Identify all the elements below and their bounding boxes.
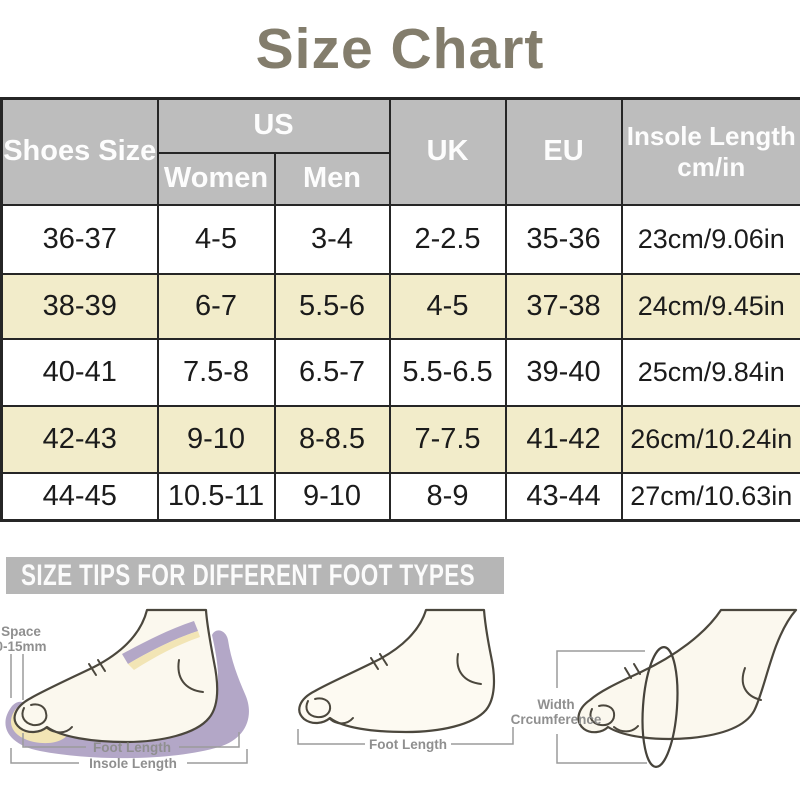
knuckle-ticks bbox=[624, 663, 641, 679]
cell-shoes-size: 36-37 bbox=[0, 203, 159, 275]
cell-us-women: 6-7 bbox=[156, 272, 276, 340]
tips-banner: SIZE TIPS FOR DIFFERENT FOOT TYPES bbox=[6, 557, 504, 594]
cell-us-women: 10.5-11 bbox=[156, 471, 276, 522]
header-us-men: Men bbox=[273, 151, 391, 206]
ankle-curve-line bbox=[741, 667, 762, 701]
big-toe-line bbox=[21, 703, 48, 727]
cell-eu: 39-40 bbox=[504, 337, 623, 407]
foot-outline bbox=[577, 608, 798, 741]
cell-eu: 41-42 bbox=[504, 404, 623, 474]
page-title: Size Chart bbox=[255, 17, 545, 81]
header-uk: UK bbox=[388, 97, 507, 206]
cell-uk: 7-7.5 bbox=[388, 404, 507, 474]
cell-us-women: 9-10 bbox=[156, 404, 276, 474]
insole-length-bracket bbox=[10, 748, 248, 764]
knuckle-ticks bbox=[88, 659, 106, 676]
width-bracket bbox=[556, 650, 647, 764]
width-circumference-illustration: Width Crcumference bbox=[511, 608, 798, 768]
foot-with-insole-illustration: Space 0-15mm Foot Length Insole Length bbox=[0, 608, 249, 771]
cell-us-men: 3-4 bbox=[273, 203, 391, 275]
cell-us-women: 4-5 bbox=[156, 203, 276, 275]
width-label-line2: Crcumference bbox=[511, 712, 602, 727]
space-label-line1: Space bbox=[1, 624, 41, 639]
table-row: 40-41 7.5-8 6.5-7 5.5-6.5 39-40 25cm/9.8… bbox=[0, 337, 800, 407]
tips-heading: SIZE TIPS FOR DIFFERENT FOOT TYPES bbox=[21, 558, 476, 592]
toe-crease-line bbox=[46, 726, 73, 734]
table-row: 38-39 6-7 5.5-6 4-5 37-38 24cm/9.45in bbox=[0, 272, 800, 340]
cell-uk: 2-2.5 bbox=[388, 203, 507, 275]
cell-insole: 24cm/9.45in bbox=[620, 272, 800, 340]
header-us-women: Women bbox=[156, 151, 276, 206]
cell-insole: 27cm/10.63in bbox=[620, 471, 800, 522]
cell-shoes-size: 44-45 bbox=[0, 471, 159, 522]
cell-us-men: 9-10 bbox=[273, 471, 391, 522]
header-insole-length-line1: Insole Length bbox=[626, 120, 796, 151]
size-conversion-table: Shoes Size US UK EU Insole Length cm/in … bbox=[0, 97, 800, 522]
toe-crease-line bbox=[613, 725, 639, 733]
cell-eu: 37-38 bbox=[504, 272, 623, 340]
knuckle-ticks bbox=[370, 653, 388, 670]
heel-curve-line bbox=[456, 653, 482, 685]
circumference-ellipse bbox=[641, 646, 679, 768]
header-insole-length: Insole Length cm/in bbox=[620, 97, 800, 206]
big-toe-line bbox=[305, 697, 332, 719]
cell-eu: 35-36 bbox=[504, 203, 623, 275]
toe-crease-line bbox=[329, 717, 354, 725]
space-measure-lines bbox=[10, 654, 24, 700]
header-shoes-size: Shoes Size bbox=[0, 97, 159, 206]
cell-insole: 26cm/10.24in bbox=[620, 404, 800, 474]
insole-length-label: Insole Length bbox=[89, 756, 177, 771]
shoe-collar-cream bbox=[128, 631, 200, 670]
cell-uk: 4-5 bbox=[388, 272, 507, 340]
cell-insole: 25cm/9.84in bbox=[620, 337, 800, 407]
shoe-collar-band bbox=[122, 621, 198, 664]
header-insole-length-line2: cm/in bbox=[677, 151, 746, 182]
cell-us-men: 8-8.5 bbox=[273, 404, 391, 474]
header-eu: EU bbox=[504, 97, 623, 206]
foot-length-label: Foot Length bbox=[369, 737, 447, 752]
table-row: 44-45 10.5-11 9-10 8-9 43-44 27cm/10.63i… bbox=[0, 471, 800, 522]
cell-shoes-size: 40-41 bbox=[0, 337, 159, 407]
foot-length-label: Foot Length bbox=[93, 740, 171, 755]
cell-us-men: 5.5-6 bbox=[273, 272, 391, 340]
cell-shoes-size: 42-43 bbox=[0, 404, 159, 474]
foot-length-bracket bbox=[297, 727, 514, 745]
table-row: 42-43 9-10 8-8.5 7-7.5 41-42 26cm/10.24i… bbox=[0, 404, 800, 474]
width-label-line1: Width bbox=[537, 697, 574, 712]
cell-insole: 23cm/9.06in bbox=[620, 203, 800, 275]
foot-length-bracket bbox=[22, 732, 240, 748]
heel-curve-line bbox=[177, 659, 204, 693]
cell-us-women: 7.5-8 bbox=[156, 337, 276, 407]
foot-length-illustration: Foot Length bbox=[297, 608, 514, 752]
cell-eu: 43-44 bbox=[504, 471, 623, 522]
table-row: 36-37 4-5 3-4 2-2.5 35-36 23cm/9.06in bbox=[0, 203, 800, 275]
header-us: US bbox=[156, 97, 391, 154]
header-row-top: Shoes Size US UK EU Insole Length cm/in bbox=[0, 97, 800, 206]
cell-us-men: 6.5-7 bbox=[273, 337, 391, 407]
cell-shoes-size: 38-39 bbox=[0, 272, 159, 340]
space-label-line2: 0-15mm bbox=[0, 639, 47, 654]
cell-uk: 5.5-6.5 bbox=[388, 337, 507, 407]
big-toe-line bbox=[589, 704, 616, 727]
cell-uk: 8-9 bbox=[388, 471, 507, 522]
header-row-sub: Women Men bbox=[2, 151, 800, 206]
